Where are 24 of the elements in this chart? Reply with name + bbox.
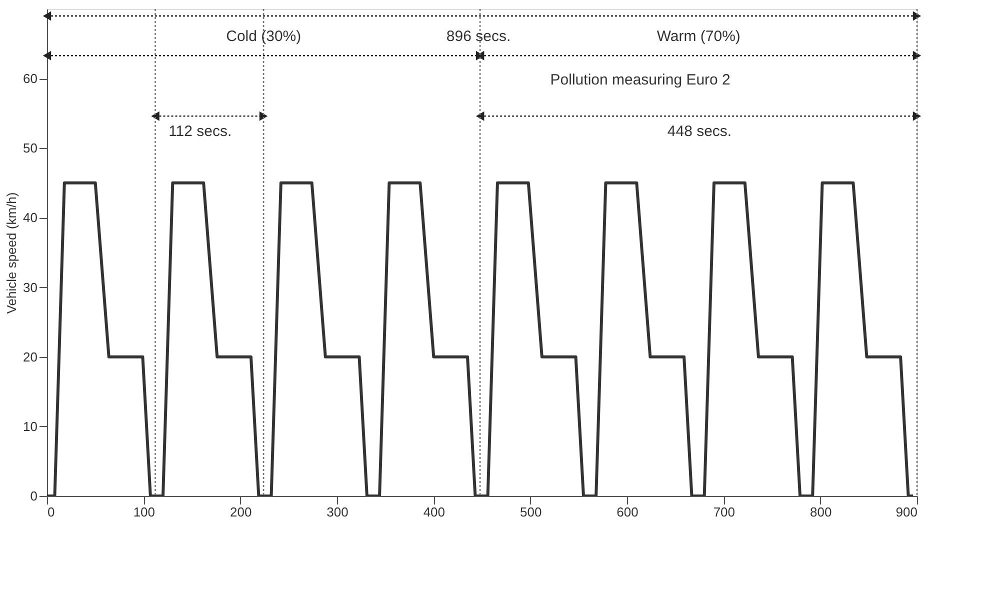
y-axis-title: Vehicle speed (km/h)	[4, 192, 20, 314]
y-tick-label: 20	[23, 349, 38, 364]
x-tick-label: 800	[810, 504, 832, 520]
annotation: Cold (30%)	[226, 28, 302, 45]
y-tick-label: 10	[23, 418, 38, 434]
x-tick-label: 700	[713, 504, 736, 520]
annotation: 448 secs.	[667, 122, 732, 140]
x-tick-label: 0	[48, 504, 55, 520]
x-tick-label: 200	[230, 504, 252, 520]
annotation: 112 secs.	[168, 122, 232, 140]
x-tick-label: 500	[520, 504, 542, 520]
x-tick-label: 400	[423, 504, 446, 520]
x-tick-label: 300	[326, 504, 348, 520]
y-tick-label: 40	[23, 210, 38, 226]
y-tick-label: 50	[23, 140, 38, 156]
x-tick-label: 100	[133, 504, 156, 520]
annotation: Pollution measuring Euro 2	[550, 72, 730, 89]
annotation: Warm (70%)	[656, 28, 740, 45]
y-tick-label: 60	[23, 71, 38, 86]
x-tick-label: 600	[616, 504, 638, 520]
x-tick-label: 900	[896, 504, 918, 520]
y-tick-label: 30	[23, 280, 38, 295]
y-tick-label: 0	[30, 488, 38, 504]
annotation: 896 secs.	[446, 28, 511, 45]
